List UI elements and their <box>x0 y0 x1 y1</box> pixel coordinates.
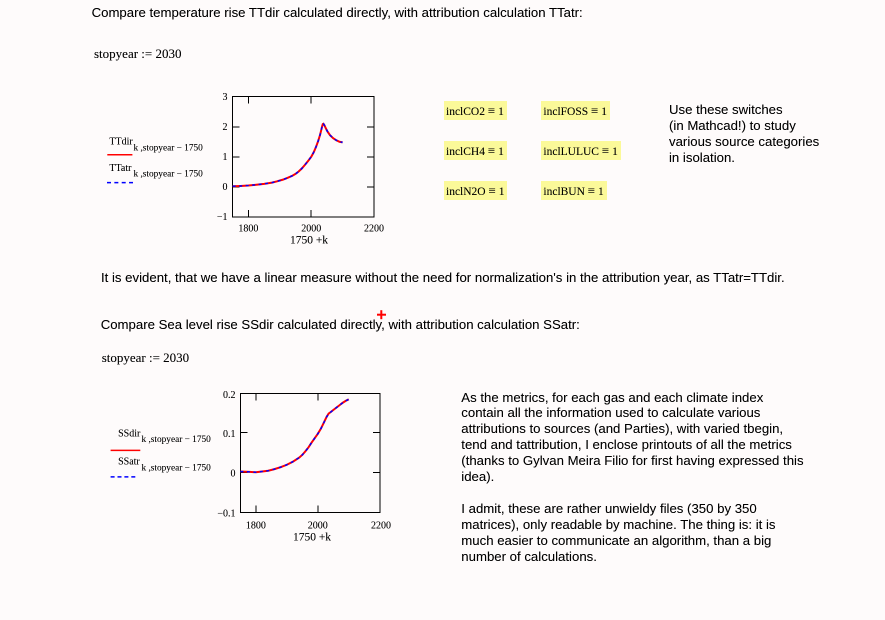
svg-text:TTdir: TTdir <box>109 137 133 148</box>
svg-text:1800: 1800 <box>246 521 266 532</box>
svg-text:−0.1: −0.1 <box>217 508 235 519</box>
svg-text:k ,stopyear − 1750: k ,stopyear − 1750 <box>142 435 212 445</box>
svg-text:1800: 1800 <box>238 224 258 235</box>
svg-text:0: 0 <box>223 182 228 193</box>
svg-text:1: 1 <box>223 152 228 163</box>
svg-text:k ,stopyear − 1750: k ,stopyear − 1750 <box>134 170 204 180</box>
svg-text:SSatr: SSatr <box>118 457 140 468</box>
svg-text:1750 +k: 1750 +k <box>290 235 328 247</box>
svg-text:SSdir: SSdir <box>118 429 141 440</box>
svg-text:0.2: 0.2 <box>223 390 236 401</box>
svg-text:k ,stopyear − 1750: k ,stopyear − 1750 <box>142 463 212 473</box>
svg-text:TTatr: TTatr <box>109 163 132 174</box>
svg-text:3: 3 <box>223 92 228 103</box>
svg-text:2200: 2200 <box>364 224 384 235</box>
svg-text:2200: 2200 <box>371 521 391 532</box>
svg-text:2000: 2000 <box>308 521 328 532</box>
svg-text:2000: 2000 <box>301 224 321 235</box>
svg-text:−1: −1 <box>217 212 228 223</box>
svg-text:k ,stopyear − 1750: k ,stopyear − 1750 <box>134 143 204 153</box>
svg-text:2: 2 <box>223 122 228 133</box>
svg-text:0: 0 <box>231 469 236 480</box>
svg-text:1750 +k: 1750 +k <box>293 532 331 544</box>
svg-text:0.1: 0.1 <box>223 429 236 440</box>
